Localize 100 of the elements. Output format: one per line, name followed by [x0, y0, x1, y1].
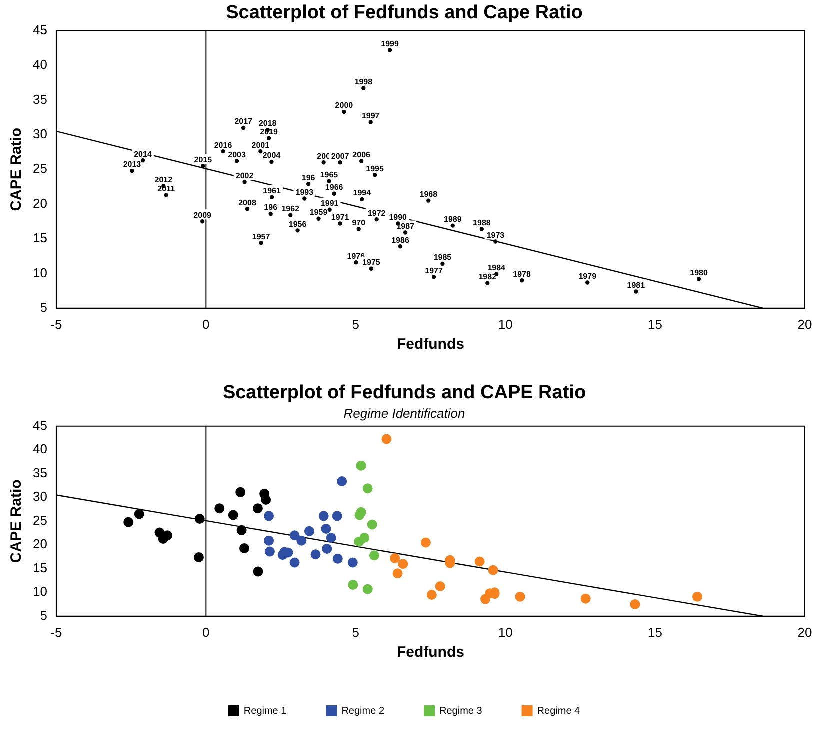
y-tick-label: 10 [32, 584, 48, 600]
y-axis-title: CAPE Ratio [8, 128, 26, 212]
y-axis-title: CAPE Ratio [8, 480, 26, 564]
annotation: 970 [352, 218, 366, 228]
x-tick-label: 5 [352, 624, 360, 640]
annotation: 1980 [690, 268, 708, 278]
point [259, 241, 264, 246]
point [348, 580, 358, 590]
annotation: 1989 [444, 215, 462, 224]
point [338, 222, 342, 226]
point [200, 220, 205, 224]
point [692, 592, 703, 602]
point [392, 568, 403, 579]
annotation: 1998 [354, 78, 374, 87]
y-tick-label: 35 [32, 465, 48, 480]
annotation: 2016 [214, 140, 233, 150]
point [362, 584, 373, 594]
point [266, 136, 272, 140]
x-tick-label: 5 [352, 316, 360, 332]
point [369, 266, 374, 271]
annotation: 2001 [252, 140, 270, 150]
annotation: 1991 [320, 199, 340, 208]
y-tick-label: 15 [32, 230, 48, 246]
annotation: 1965 [320, 170, 339, 180]
chart-title: Scatterplot of Fedfunds and Cape Ratio [226, 2, 583, 24]
point [332, 192, 336, 196]
annotation: 1966 [325, 183, 344, 192]
annotation: 1961 [263, 186, 282, 196]
point [696, 277, 702, 282]
point [382, 434, 392, 444]
x-tick-label: 20 [798, 316, 812, 332]
y-tick-label: 25 [32, 161, 48, 176]
point [236, 525, 247, 536]
annotation: 1993 [296, 188, 314, 197]
point [241, 126, 246, 130]
y-tick-label: 20 [32, 536, 48, 552]
point [194, 552, 204, 562]
annotation: 1979 [578, 272, 598, 281]
point [586, 280, 590, 285]
point [480, 594, 491, 604]
point [369, 550, 380, 561]
annotation: 2006 [352, 150, 372, 160]
annotation: 2014 [134, 150, 152, 159]
x-tick-label: -5 [50, 624, 62, 640]
annotation: 2013 [123, 160, 142, 170]
point [264, 546, 275, 557]
annotation: 1968 [420, 190, 438, 200]
annotation: 196 [302, 173, 316, 182]
point [435, 581, 446, 592]
point [398, 244, 403, 249]
annotation: 2000 [335, 101, 354, 110]
annotation: 1959 [310, 208, 328, 218]
annotation: 1988 [473, 218, 492, 228]
x-axis-title: Fedfunds [396, 336, 464, 354]
point [130, 168, 134, 174]
x-tick-label: 0 [202, 316, 210, 332]
point [270, 195, 274, 200]
x-tick-label: 15 [648, 316, 663, 332]
point [310, 550, 321, 560]
annotation: 196 [264, 203, 278, 212]
annotation: 2009 [194, 210, 212, 220]
point [398, 559, 408, 570]
annotation: 2008 [238, 198, 257, 208]
point [239, 543, 250, 554]
annotation: 2018 [258, 119, 278, 128]
annotation: 1971 [331, 212, 350, 222]
point [494, 240, 498, 244]
annotation: 1982 [478, 272, 498, 282]
annotation: 1978 [513, 270, 532, 279]
y-tick-label: 15 [32, 560, 48, 576]
point [348, 558, 358, 568]
annotation: 1986 [392, 236, 410, 245]
point [338, 160, 342, 165]
legend-label: Regime 4 [537, 706, 581, 717]
point [290, 558, 300, 568]
y-tick-label: 45 [32, 418, 48, 433]
point [480, 227, 484, 232]
point [234, 159, 240, 164]
x-axis-title: Fedfunds [396, 644, 464, 662]
point [228, 510, 238, 520]
annotation: 1984 [488, 264, 506, 273]
y-tick-label: 5 [40, 300, 48, 315]
point [432, 275, 436, 280]
annotation: 1972 [368, 208, 386, 218]
x-tick-label: -5 [50, 316, 62, 332]
x-tick-label: 20 [798, 624, 812, 640]
point [304, 526, 314, 536]
annotation: 1973 [486, 230, 506, 240]
y-tick-label: 25 [32, 512, 48, 528]
point [326, 533, 336, 544]
point [242, 180, 247, 184]
y-tick-label: 30 [32, 126, 48, 142]
point [258, 149, 263, 154]
point [356, 460, 366, 471]
point [321, 524, 332, 534]
point [362, 484, 373, 494]
point [264, 536, 274, 546]
point [194, 514, 205, 524]
point [252, 504, 263, 514]
point [214, 504, 225, 514]
